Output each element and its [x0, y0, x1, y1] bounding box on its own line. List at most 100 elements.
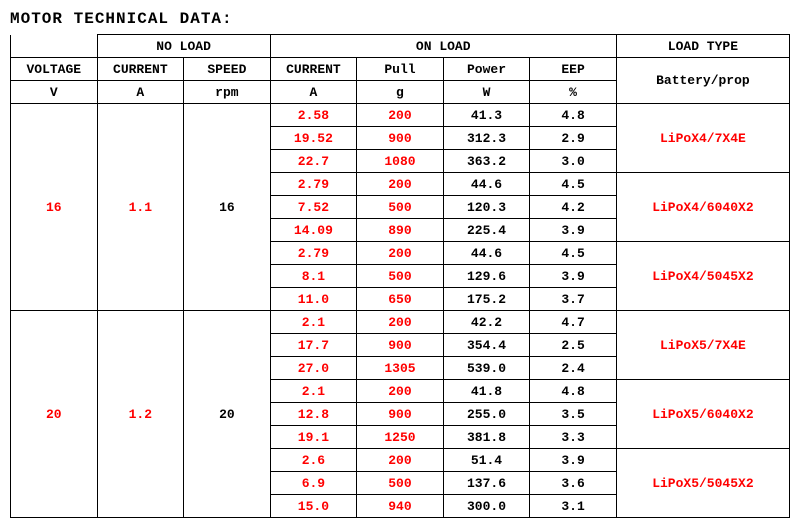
cell-power: 255.0: [443, 403, 530, 426]
cell-eep: 4.5: [530, 173, 617, 196]
header-noload: NO LOAD: [97, 35, 270, 58]
cell-pull: 500: [357, 265, 444, 288]
cell-loadtype: LiPoX5/7X4E: [616, 311, 789, 380]
cell-noload-current: 1.2: [97, 311, 184, 518]
cell-voltage: 16: [11, 104, 98, 311]
unit-v: V: [11, 81, 98, 104]
header-onload: ON LOAD: [270, 35, 616, 58]
unit-g: g: [357, 81, 444, 104]
unit-a: A: [97, 81, 184, 104]
cell-power: 137.6: [443, 472, 530, 495]
cell-eep: 3.9: [530, 449, 617, 472]
cell-eep: 4.5: [530, 242, 617, 265]
cell-current: 14.09: [270, 219, 357, 242]
header-current: CURRENT: [97, 58, 184, 81]
header-power: Power: [443, 58, 530, 81]
unit-a2: A: [270, 81, 357, 104]
cell-power: 363.2: [443, 150, 530, 173]
cell-power: 175.2: [443, 288, 530, 311]
cell-pull: 200: [357, 173, 444, 196]
cell-current: 27.0: [270, 357, 357, 380]
table-body: 161.1162.5820041.34.8LiPoX4/7X4E19.52900…: [11, 104, 790, 518]
cell-loadtype: LiPoX4/6040X2: [616, 173, 789, 242]
cell-voltage: 20: [11, 311, 98, 518]
cell-pull: 1080: [357, 150, 444, 173]
cell-noload-current: 1.1: [97, 104, 184, 311]
table-row: 201.2202.120042.24.7LiPoX5/7X4E: [11, 311, 790, 334]
cell-current: 2.79: [270, 173, 357, 196]
cell-eep: 3.7: [530, 288, 617, 311]
cell-current: 2.1: [270, 311, 357, 334]
cell-pull: 890: [357, 219, 444, 242]
cell-current: 2.58: [270, 104, 357, 127]
page-title: MOTOR TECHNICAL DATA:: [10, 10, 790, 28]
cell-power: 354.4: [443, 334, 530, 357]
cell-current: 8.1: [270, 265, 357, 288]
cell-pull: 900: [357, 127, 444, 150]
header-loadtype: LOAD TYPE: [616, 35, 789, 58]
cell-pull: 200: [357, 311, 444, 334]
header-batteryprop: Battery/prop: [616, 58, 789, 104]
cell-eep: 3.0: [530, 150, 617, 173]
cell-power: 539.0: [443, 357, 530, 380]
cell-noload-speed: 16: [184, 104, 271, 311]
header-current2: CURRENT: [270, 58, 357, 81]
cell-pull: 900: [357, 334, 444, 357]
cell-current: 6.9: [270, 472, 357, 495]
cell-current: 17.7: [270, 334, 357, 357]
cell-pull: 500: [357, 472, 444, 495]
cell-power: 225.4: [443, 219, 530, 242]
cell-current: 15.0: [270, 495, 357, 518]
cell-pull: 200: [357, 380, 444, 403]
cell-power: 44.6: [443, 173, 530, 196]
cell-power: 41.3: [443, 104, 530, 127]
cell-pull: 1250: [357, 426, 444, 449]
header-pull: Pull: [357, 58, 444, 81]
cell-current: 19.1: [270, 426, 357, 449]
header-voltage: VOLTAGE: [11, 58, 98, 81]
cell-current: 22.7: [270, 150, 357, 173]
cell-loadtype: LiPoX5/5045X2: [616, 449, 789, 518]
cell-current: 2.79: [270, 242, 357, 265]
header-speed: SPEED: [184, 58, 271, 81]
cell-power: 42.2: [443, 311, 530, 334]
cell-loadtype: LiPoX5/6040X2: [616, 380, 789, 449]
cell-pull: 200: [357, 242, 444, 265]
cell-current: 7.52: [270, 196, 357, 219]
cell-power: 300.0: [443, 495, 530, 518]
cell-power: 120.3: [443, 196, 530, 219]
cell-power: 312.3: [443, 127, 530, 150]
cell-loadtype: LiPoX4/5045X2: [616, 242, 789, 311]
cell-pull: 1305: [357, 357, 444, 380]
cell-loadtype: LiPoX4/7X4E: [616, 104, 789, 173]
cell-eep: 3.9: [530, 265, 617, 288]
header-spacer: [11, 35, 98, 58]
cell-eep: 2.9: [530, 127, 617, 150]
cell-pull: 650: [357, 288, 444, 311]
cell-current: 12.8: [270, 403, 357, 426]
cell-current: 2.1: [270, 380, 357, 403]
cell-eep: 4.7: [530, 311, 617, 334]
cell-eep: 3.6: [530, 472, 617, 495]
cell-power: 51.4: [443, 449, 530, 472]
cell-power: 381.8: [443, 426, 530, 449]
cell-pull: 200: [357, 104, 444, 127]
cell-power: 44.6: [443, 242, 530, 265]
motor-data-table: NO LOAD ON LOAD LOAD TYPE VOLTAGE CURREN…: [10, 34, 790, 518]
cell-noload-speed: 20: [184, 311, 271, 518]
cell-eep: 3.5: [530, 403, 617, 426]
cell-current: 19.52: [270, 127, 357, 150]
cell-eep: 3.9: [530, 219, 617, 242]
cell-eep: 2.4: [530, 357, 617, 380]
cell-current: 2.6: [270, 449, 357, 472]
cell-power: 41.8: [443, 380, 530, 403]
cell-pull: 200: [357, 449, 444, 472]
cell-current: 11.0: [270, 288, 357, 311]
header-eep: EEP: [530, 58, 617, 81]
cell-pull: 500: [357, 196, 444, 219]
table-row: 161.1162.5820041.34.8LiPoX4/7X4E: [11, 104, 790, 127]
cell-eep: 4.8: [530, 380, 617, 403]
unit-w: W: [443, 81, 530, 104]
cell-eep: 3.3: [530, 426, 617, 449]
cell-eep: 4.8: [530, 104, 617, 127]
